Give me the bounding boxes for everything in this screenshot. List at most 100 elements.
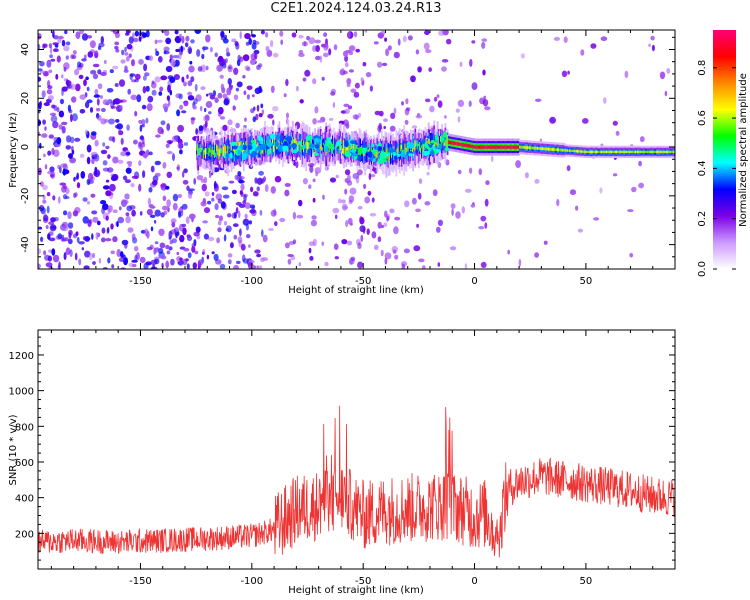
noise-blob [93, 169, 101, 178]
ridge-cell [597, 150, 599, 154]
noise-blob [242, 54, 250, 62]
ridge-cell [276, 144, 279, 150]
noise-blob [255, 113, 259, 121]
noise-blob [181, 203, 188, 210]
noise-blob [251, 209, 257, 217]
noise-blob [183, 101, 189, 107]
noise-blob [239, 31, 242, 40]
ridge-cell [271, 137, 274, 144]
noise-blob [39, 61, 45, 67]
spectrogram-x-tick-label: 0 [471, 276, 477, 287]
noise-blob [63, 45, 70, 52]
ridge-cell [610, 150, 613, 154]
ridge-cell [644, 150, 647, 154]
noise-blob [418, 178, 423, 185]
noise-blob [397, 38, 401, 46]
noise-blob [575, 205, 579, 211]
noise-blob [132, 32, 135, 39]
noise-blob [304, 69, 311, 77]
ridge-cell [631, 150, 634, 154]
spectrogram-x-tick-label: -100 [240, 276, 263, 287]
ridge-cell [581, 150, 584, 153]
noise-blob [47, 150, 52, 156]
ridge-cell [352, 138, 354, 159]
ridge-cell [386, 146, 389, 159]
noise-blob [244, 202, 251, 209]
ridge-cell [629, 150, 632, 154]
noise-blob [244, 213, 248, 219]
ridge-cell [376, 150, 379, 158]
noise-blob [357, 242, 362, 250]
noise-blob [138, 59, 144, 65]
noise-blob [150, 226, 154, 232]
ridge-cell [312, 146, 314, 154]
colorbar-axes: 0.0 0.2 0.4 0.6 0.8 [697, 60, 736, 277]
noise-blob [67, 238, 73, 245]
noise-blob [207, 200, 212, 205]
ridge-cell [536, 146, 539, 150]
ridge-cell [423, 144, 426, 153]
noise-blob [244, 33, 251, 40]
noise-blob [125, 151, 131, 156]
noise-blob [115, 119, 120, 123]
noise-blob [64, 30, 68, 35]
noise-blob [151, 80, 155, 85]
ridge-spot [378, 159, 386, 164]
ridge-cell [545, 147, 548, 151]
noise-blob [251, 34, 256, 38]
ridge-cell [216, 144, 218, 152]
noise-blob [194, 83, 198, 92]
noise-blob [223, 98, 230, 106]
ridge-cell [377, 152, 380, 154]
noise-blob [46, 205, 50, 214]
noise-blob [92, 63, 100, 68]
noise-blob [355, 175, 360, 184]
noise-blob [322, 194, 325, 200]
noise-blob [142, 86, 147, 94]
noise-blob [61, 185, 67, 193]
snr-x-tick-label: -100 [240, 576, 263, 587]
noise-blob [166, 250, 171, 255]
ridge-cell [422, 142, 424, 155]
noise-blob [484, 198, 489, 207]
noise-blob [648, 43, 651, 47]
noise-blob [63, 62, 70, 70]
ridge-spot [362, 147, 367, 154]
noise-blob [166, 123, 171, 131]
noise-blob [237, 54, 241, 62]
ridge-cell [296, 140, 299, 145]
noise-blob [168, 141, 172, 145]
noise-blob [203, 207, 211, 214]
ridge-cell [410, 150, 412, 152]
ridge-cell [657, 150, 659, 154]
noise-blob [49, 54, 53, 59]
noise-blob [209, 94, 216, 100]
noise-blob [246, 234, 251, 239]
noise-blob [485, 180, 490, 186]
noise-blob [480, 215, 487, 222]
noise-blob [48, 69, 53, 74]
ridge-cell [340, 145, 343, 150]
ridge-cell [294, 139, 296, 144]
ridge-cell [333, 138, 335, 150]
ridge-cell [652, 150, 655, 154]
noise-blob [43, 250, 47, 256]
noise-blob [417, 192, 422, 200]
ridge-spot [266, 135, 270, 143]
ridge-cell [334, 147, 336, 149]
ridge-spot [387, 148, 395, 153]
noise-blob [248, 37, 252, 46]
ridge-spot [353, 153, 359, 157]
noise-blob [421, 265, 426, 269]
ridge-cell [662, 150, 665, 154]
ridge-spot [314, 144, 320, 149]
ridge-cell [559, 148, 561, 152]
noise-blob [332, 207, 340, 214]
ridge-cell [401, 144, 403, 150]
noise-blob [167, 84, 171, 93]
noise-blob [638, 182, 644, 189]
ridge-cell [583, 150, 586, 153]
ridge-cell [575, 150, 578, 153]
ridge-cell [535, 146, 538, 150]
noise-blob [359, 217, 365, 225]
